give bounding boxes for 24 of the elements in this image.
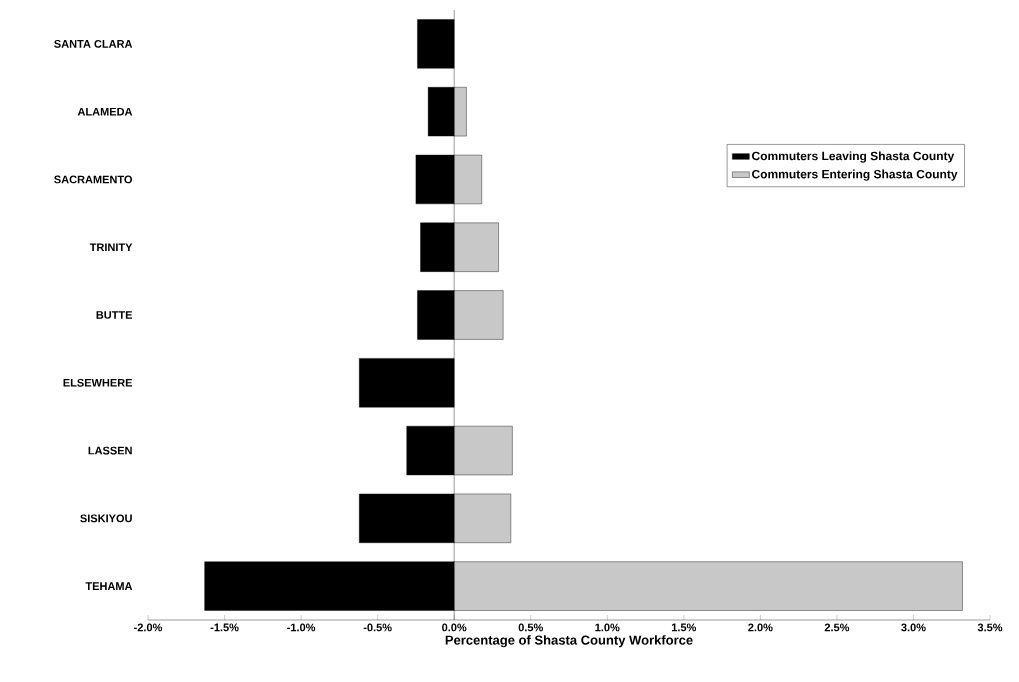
y-tick-label: TEHAMA [85,582,133,590]
y-tick-label: TRINITY [89,243,133,252]
x-tick-label: -1.0% [287,623,316,632]
x-tick-label: -2.0% [134,623,163,632]
x-tick-label: 1.5% [671,623,697,632]
y-tick-label: LASSEN [88,446,132,455]
y-tick-label: SACRAMENTO [54,175,133,184]
x-tick-label: 2.5% [824,623,850,632]
x-tick-label: 0.5% [518,623,543,632]
y-tick-label: SANTA CLARA [54,39,133,48]
x-axis-title: Percentage of Shasta County Workforce [445,635,693,648]
legend-label: Commuters Entering Shasta County [752,169,958,181]
y-tick-label: SISKIYOU [80,514,132,523]
x-tick-label: 3.5% [977,623,1003,632]
y-tick-label: ELSEWHERE [63,378,133,387]
x-tick-label: -1.5% [210,623,239,632]
x-tick-label: 2.0% [748,623,773,632]
x-tick-label: -0.5% [363,623,392,632]
x-tick-label: 1.0% [595,623,620,632]
legend-label: Commuters Leaving Shasta County [752,151,955,163]
y-tick-label: ALAMEDA [77,107,133,116]
x-tick-label: 3.0% [901,623,926,632]
x-tick-label: 0.0% [442,623,467,632]
y-tick-label: BUTTE [96,311,133,319]
